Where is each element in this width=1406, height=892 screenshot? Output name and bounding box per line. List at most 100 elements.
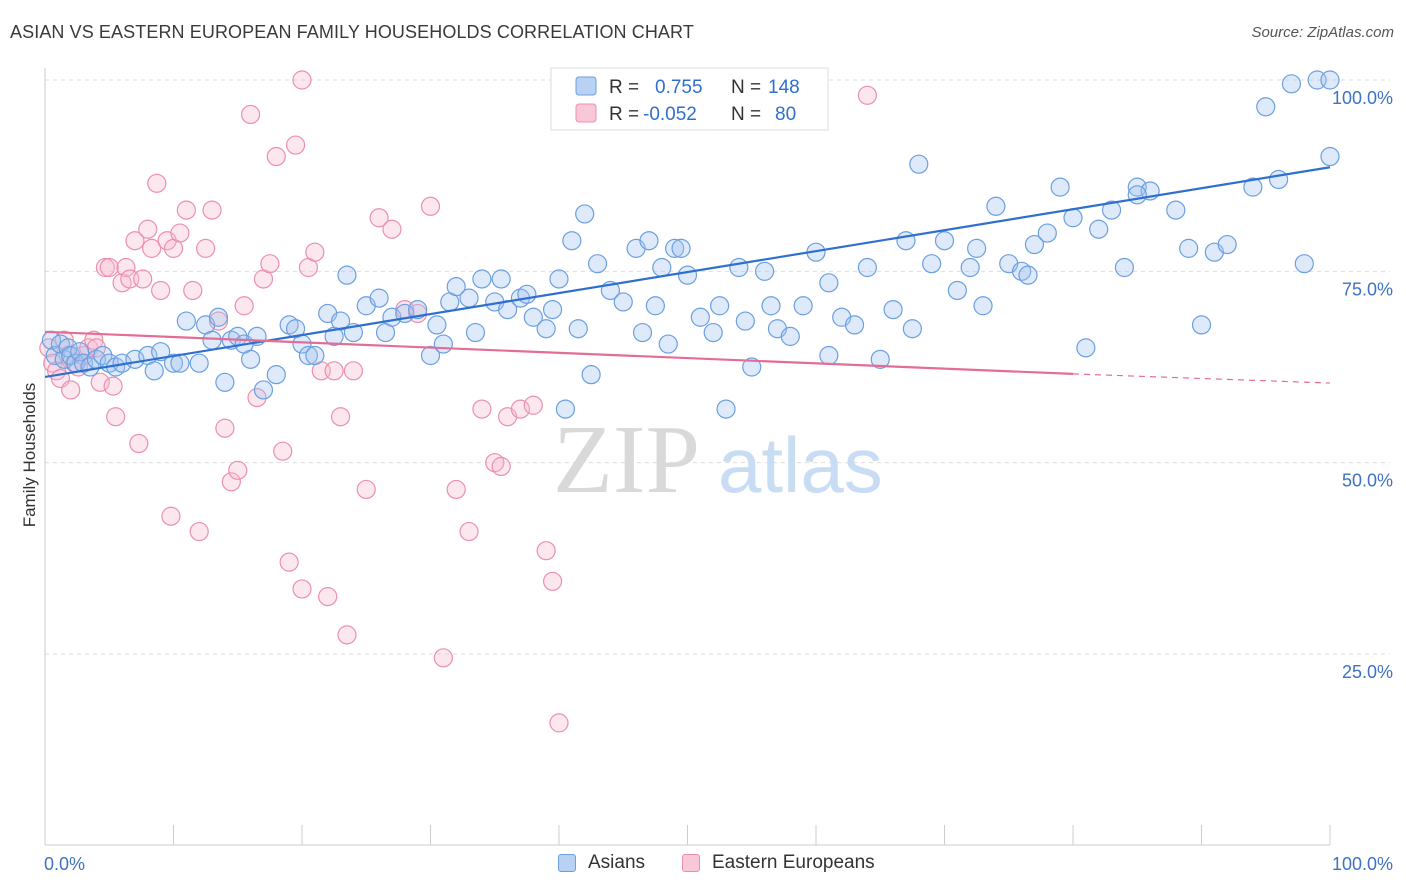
- asians-point: [1127, 177, 1147, 197]
- asians-point: [408, 300, 428, 320]
- legend-frame: [550, 67, 829, 131]
- asians-point: [562, 231, 582, 251]
- asians-point: [80, 357, 100, 377]
- bottom-legend-swatch-asians: [558, 854, 576, 872]
- bottom-legend-eastern-europeans: Eastern Europeans: [682, 852, 875, 874]
- asians-point: [459, 288, 479, 308]
- eastern-europeans-point: [176, 200, 196, 220]
- asians-point: [922, 254, 942, 274]
- asians-point: [716, 399, 736, 419]
- asians-point: [427, 315, 447, 335]
- eastern-europeans-point: [142, 238, 162, 258]
- asians-point: [298, 345, 319, 366]
- asians-point: [575, 204, 595, 224]
- eastern-europeans-point: [189, 521, 209, 542]
- bottom-legend-swatch-eastern-europeans: [682, 854, 700, 872]
- eastern-europeans-point: [305, 242, 325, 262]
- asians-point: [677, 265, 698, 285]
- asians-point: [549, 269, 569, 289]
- eastern-europeans-point: [196, 238, 216, 258]
- asians-point: [1018, 265, 1038, 285]
- eastern-europeans-point: [549, 713, 569, 733]
- asians-point: [857, 257, 878, 278]
- eastern-europeans-point: [129, 433, 149, 454]
- asians-point: [710, 296, 730, 316]
- asians-point: [542, 300, 563, 320]
- eastern-europeans-point: [292, 70, 312, 90]
- asians-point: [1050, 177, 1070, 197]
- eastern-europeans-point: [260, 254, 280, 274]
- asians-point: [93, 345, 113, 366]
- asians-point: [568, 319, 588, 339]
- eastern-europeans-point: [491, 456, 511, 477]
- asians-point: [870, 349, 890, 369]
- asians-point: [266, 365, 286, 385]
- asians-point: [960, 257, 980, 278]
- asians-point: [729, 257, 749, 278]
- asians-point: [144, 361, 164, 381]
- asians-point: [819, 273, 839, 293]
- asians-point: [465, 322, 486, 343]
- eastern-europeans-point: [542, 571, 563, 591]
- eastern-europeans-point: [125, 231, 145, 251]
- asians-point: [337, 265, 357, 285]
- eastern-europeans-point: [292, 579, 312, 599]
- eastern-europeans-point: [234, 296, 254, 316]
- asians-point: [523, 307, 543, 327]
- asians-point: [613, 292, 633, 312]
- watermark-zip: ZIP: [553, 406, 700, 514]
- eastern-europeans-point: [324, 361, 344, 381]
- eastern-europeans-point: [433, 648, 453, 668]
- legend-n-value-asians: 148: [768, 77, 800, 98]
- asians-point: [1320, 70, 1340, 90]
- eastern-europeans-point: [382, 219, 402, 239]
- asians-point: [902, 319, 922, 339]
- asians-point: [909, 154, 929, 174]
- asians-point: [967, 238, 987, 258]
- trend-line-asians: [44, 166, 1331, 379]
- bottom-legend-asians: Asians: [558, 852, 645, 874]
- eastern-europeans-point: [228, 460, 248, 480]
- y-tick-label: 100.0%: [1332, 88, 1393, 108]
- asians-point: [1037, 223, 1057, 243]
- eastern-europeans-point: [116, 257, 136, 278]
- asians-point: [517, 284, 537, 304]
- eastern-europeans-point: [61, 380, 81, 400]
- asians-point: [703, 322, 723, 343]
- asians-point: [369, 288, 389, 308]
- eastern-europeans-point: [241, 104, 261, 125]
- eastern-europeans-point: [103, 376, 123, 396]
- eastern-europeans-point: [183, 280, 203, 301]
- asians-point: [253, 380, 274, 400]
- eastern-europeans-point: [459, 521, 479, 542]
- eastern-europeans-point: [266, 146, 286, 167]
- legend-swatch-asians: [575, 76, 597, 96]
- asians-point: [690, 307, 710, 327]
- asians-point: [587, 254, 608, 274]
- eastern-europeans-point: [138, 219, 158, 239]
- asians-point: [215, 372, 235, 392]
- asians-point: [780, 326, 800, 346]
- eastern-europeans-point: [84, 330, 104, 350]
- eastern-europeans-point: [39, 338, 59, 358]
- legend-r-label-asians: R =: [609, 77, 639, 98]
- eastern-europeans-point: [90, 372, 110, 392]
- y-tick-label: 50.0%: [1342, 471, 1393, 491]
- eastern-europeans-point: [202, 200, 222, 220]
- asians-point: [632, 322, 653, 343]
- eastern-europeans-point: [99, 257, 119, 278]
- eastern-europeans-point: [472, 399, 492, 419]
- asians-point: [934, 231, 955, 251]
- asians-point: [176, 311, 196, 331]
- eastern-europeans-point: [510, 399, 531, 419]
- bottom-legend-label-asians: Asians: [588, 852, 646, 873]
- eastern-europeans-point: [151, 280, 171, 301]
- x-tick-label-max: 100.0%: [1332, 854, 1393, 874]
- asians-point: [1281, 74, 1302, 94]
- watermark-atlas: atlas: [718, 421, 883, 509]
- axes: [44, 68, 1331, 846]
- asians-point: [1256, 97, 1276, 117]
- series-eastern-europeans: [39, 70, 878, 733]
- asians-point: [1127, 185, 1147, 205]
